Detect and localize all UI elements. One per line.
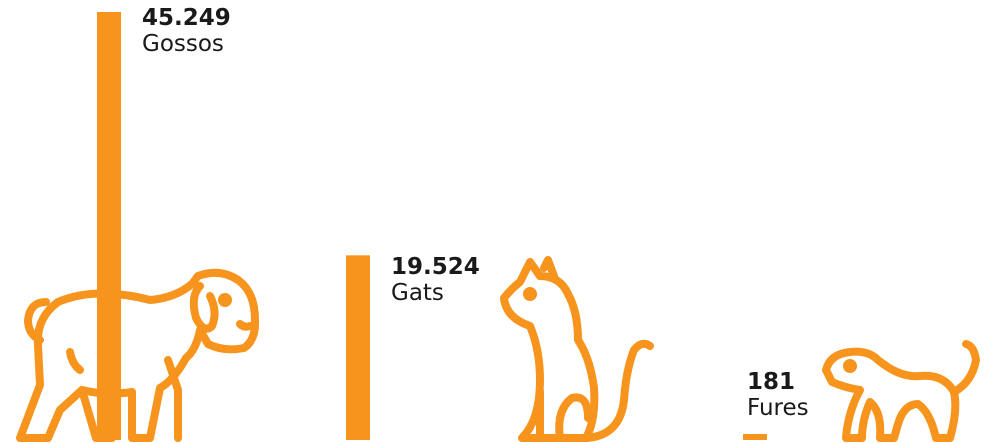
bar-gats — [346, 255, 370, 440]
bar-label-fures: 181 Fures — [747, 369, 809, 422]
bar-label-gossos: 45.249 Gossos — [142, 5, 231, 58]
cat-icon — [500, 256, 654, 442]
ferret-icon — [822, 340, 980, 442]
category-label: Fures — [747, 395, 809, 422]
bar-gossos — [97, 12, 121, 440]
bar-fures — [743, 434, 767, 440]
bar-label-gats: 19.524 Gats — [391, 254, 480, 307]
category-label: Gossos — [142, 31, 224, 58]
value-label: 45.249 — [142, 5, 231, 31]
value-label: 19.524 — [391, 254, 480, 280]
value-label: 181 — [747, 369, 796, 395]
bars-layer — [97, 12, 767, 440]
dog-icon — [16, 268, 260, 442]
category-label: Gats — [391, 280, 444, 307]
